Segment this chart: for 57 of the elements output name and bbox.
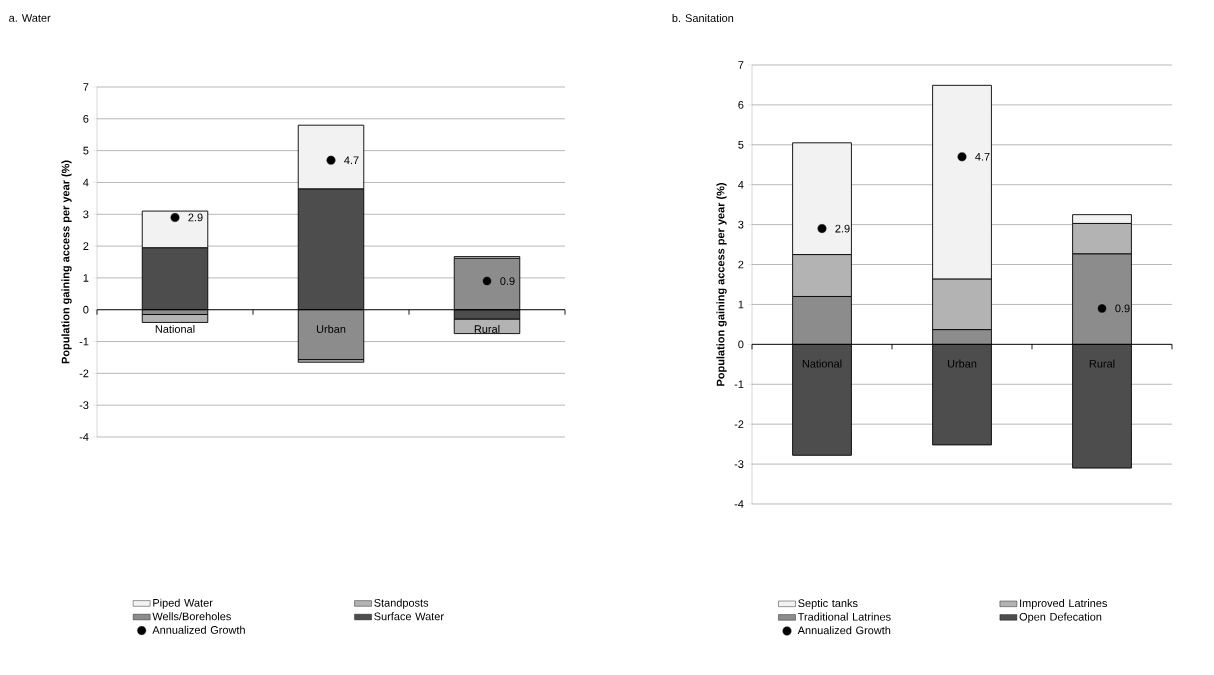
x-tick-label: National <box>802 359 842 368</box>
y-tick-label: 4 <box>738 180 744 189</box>
point <box>326 155 336 165</box>
y-tick-label: 0 <box>83 305 89 314</box>
y-tick-label: -1 <box>734 380 744 389</box>
data-label: 2.9 <box>188 213 203 222</box>
legend-label: Standposts <box>374 598 429 609</box>
y-tick-label: -4 <box>79 433 89 441</box>
legend-label: Wells/Boreholes <box>152 612 231 621</box>
legend-label: Surface Water <box>374 612 444 621</box>
data-label: 4.7 <box>344 156 359 164</box>
legend-label: Piped Water <box>153 598 213 609</box>
point <box>482 276 492 286</box>
legend-label: Annualized Growth <box>797 626 891 635</box>
point <box>170 212 180 223</box>
data-label: 2.9 <box>835 224 850 233</box>
y-tick-label: 2 <box>83 242 89 250</box>
bar <box>141 314 209 323</box>
y-tick-label: 7 <box>83 83 89 91</box>
legend-label: Septic tanks <box>798 599 858 610</box>
legend-label: Improved Latrines <box>1020 599 1107 610</box>
y-axis-title: Population gaining access per year (%) <box>716 183 727 386</box>
y-tick-label: 2 <box>738 260 744 269</box>
y-tick-label: 1 <box>83 274 89 282</box>
data-label: 0.9 <box>1115 304 1130 313</box>
y-tick-label: -2 <box>734 420 744 428</box>
y-tick-label: -1 <box>79 337 89 346</box>
legend-label: Open Defecation <box>1019 612 1102 623</box>
chart-title: b. Sanitation <box>672 13 734 23</box>
x-tick-label: Urban <box>947 359 977 368</box>
y-tick-label: -2 <box>79 369 89 378</box>
y-tick-label: 1 <box>738 300 744 309</box>
point <box>1097 303 1107 314</box>
point <box>957 152 967 162</box>
data-label: 0.9 <box>500 277 515 285</box>
y-tick-label: 5 <box>83 146 89 155</box>
y-tick-label: 4 <box>83 178 89 187</box>
legend-label: Annualized Growth <box>152 625 245 634</box>
y-tick-label: 5 <box>738 140 744 149</box>
x-tick-label: Urban <box>316 324 346 333</box>
data-label: 4.7 <box>975 153 990 161</box>
y-tick-label: 0 <box>738 340 744 349</box>
y-tick-label: -4 <box>734 500 744 508</box>
x-tick-label: Rural <box>1089 359 1115 368</box>
y-tick-label: 7 <box>738 61 744 69</box>
x-tick-label: Rural <box>474 324 500 333</box>
y-tick-label: 6 <box>83 114 89 123</box>
y-tick-label: 6 <box>738 101 744 109</box>
y-tick-label: -3 <box>734 460 744 468</box>
point <box>817 223 827 234</box>
x-tick-label: National <box>155 324 195 333</box>
y-tick-label: 3 <box>738 220 744 229</box>
y-tick-label: 3 <box>83 210 89 219</box>
legend-label: Traditional Latrines <box>797 612 891 621</box>
y-axis-title: Population gaining access per year (%) <box>61 160 72 364</box>
y-tick-label: -3 <box>79 401 89 410</box>
chart-title: a. Water <box>9 14 51 22</box>
